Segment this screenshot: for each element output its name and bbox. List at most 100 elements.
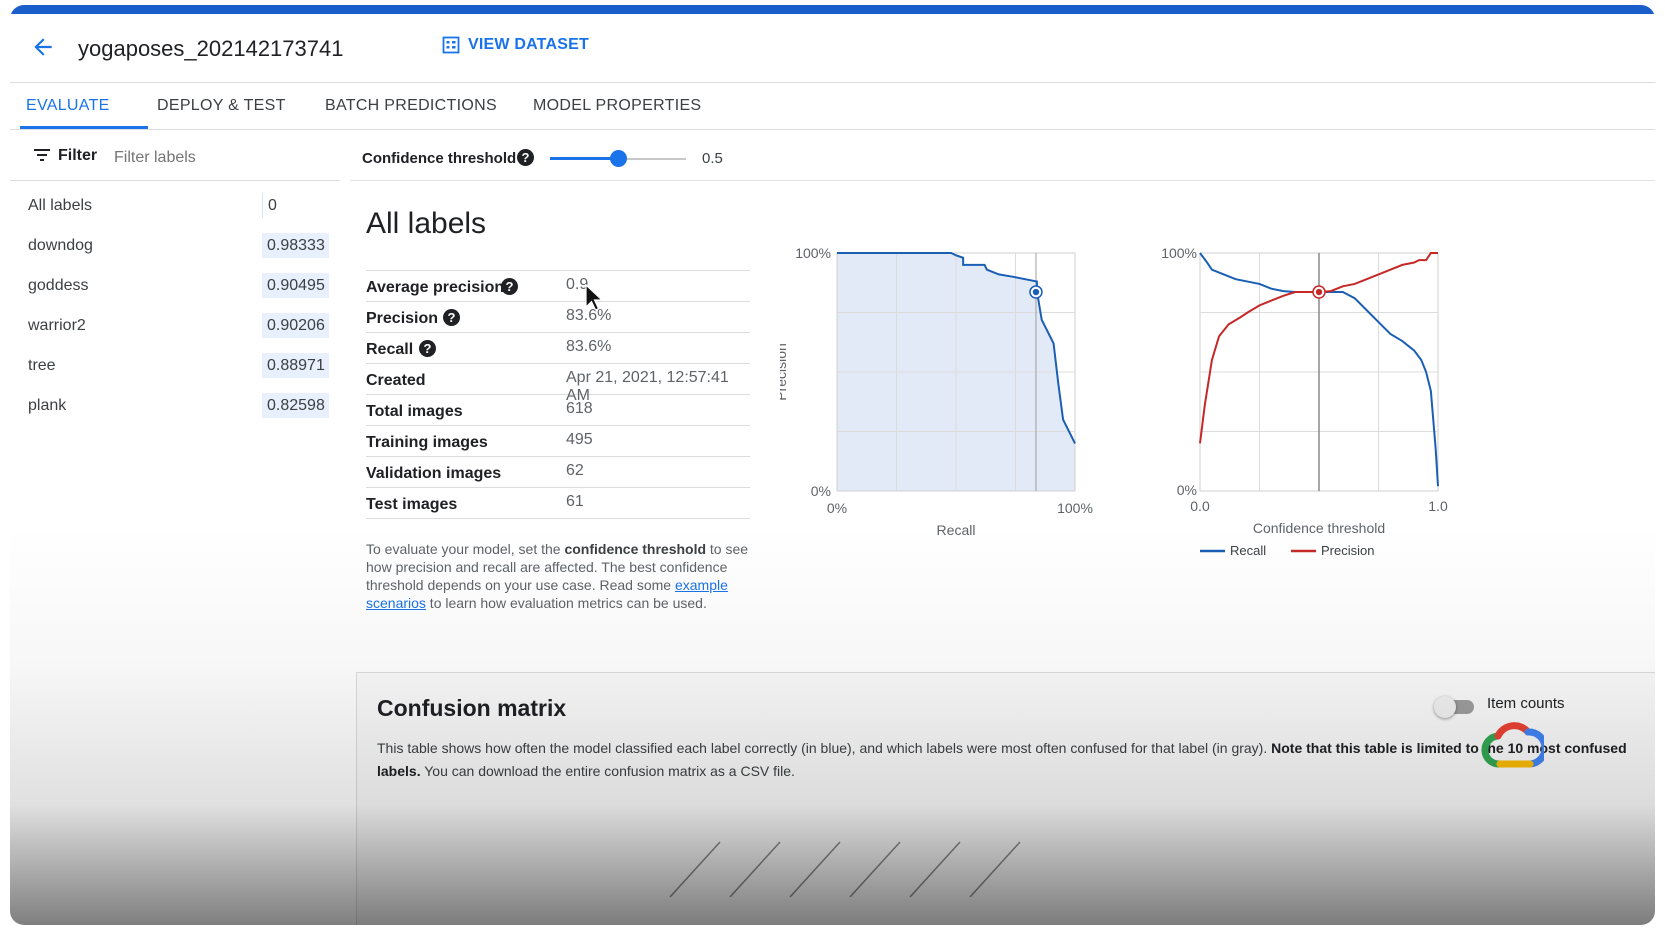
help-icon[interactable]: ? [501,278,518,295]
metric-value: 62 [566,462,584,479]
evaluation-description: To evaluate your model, set the confiden… [366,540,751,612]
label-item-plank[interactable]: plank 0.82598 [10,385,340,425]
tab-model-properties[interactable]: MODEL PROPERTIES [533,97,702,114]
item-counts-label: Item counts [1487,695,1565,712]
metric-value: 0.9 [566,276,589,293]
x-tick-label: 1.0 [1428,498,1448,514]
label-score: 0.82598 [262,393,329,418]
arrow-back-icon[interactable] [30,34,56,60]
metric-value: 61 [566,493,584,510]
description-text: You can download the entire confusion ma… [420,763,795,779]
metric-row: Average precision ? 0.9 [366,271,750,302]
metric-name: Validation images [366,465,502,482]
tab-bar: EVALUATE DEPLOY & TEST BATCH PREDICTIONS… [10,83,1655,130]
matrix-header-lines [669,841,1021,897]
metric-row: Recall ? 83.6% [366,333,750,364]
label-score: 0.90206 [262,313,329,338]
x-axis-label: Confidence threshold [1253,520,1385,536]
threshold-marker-dot [1032,288,1040,296]
table-grid-icon [442,36,460,54]
threshold-slider-thumb[interactable] [610,150,627,167]
label-name: warrior2 [28,317,86,334]
label-item-warrior2[interactable]: warrior2 0.90206 [10,305,340,345]
mouse-pointer-icon [585,283,604,311]
description-text: to learn how evaluation metrics can be u… [425,595,707,611]
x-tick-label: 100% [1057,500,1093,516]
recall-line [1199,252,1439,487]
label-name: plank [28,397,67,414]
page-header: yogaposes_202142173741 VIEW DATASET [10,14,1655,83]
precision-recall-chart: 100% 0%0% 100% Recall Precision [780,245,1093,538]
metric-name: Training images [366,434,488,451]
threshold-value: 0.5 [702,150,723,167]
label-item-tree[interactable]: tree 0.88971 [10,345,340,385]
pr-curve [837,252,1076,444]
threshold-marker-dot [1315,288,1323,296]
metric-name: Recall [366,341,414,358]
metric-row: Validation images 62 [366,457,750,488]
filter-label: Filter [58,147,98,164]
model-title: yogaposes_202142173741 [78,36,344,61]
label-item-all[interactable]: All labels 0 [10,185,340,225]
metric-name: Total images [366,403,463,420]
threshold-slider-fill [550,157,618,160]
label-list: All labels 0 downdog 0.98333 goddess 0.9… [10,185,340,425]
help-icon[interactable]: ? [419,340,436,357]
label-score: 0 [262,193,281,218]
metric-name: Test images [366,496,458,513]
label-score: 0.88971 [262,353,329,378]
item-counts-toggle[interactable] [1434,695,1478,718]
label-name: All labels [28,197,93,214]
label-item-goddess[interactable]: goddess 0.90495 [10,265,340,305]
description-text: To evaluate your model, set the [366,541,565,557]
metric-value: 83.6% [566,307,612,324]
confidence-threshold-label: Confidence threshold [362,150,517,167]
tab-batch-predictions[interactable]: BATCH PREDICTIONS [325,97,497,114]
confusion-matrix-description: This table shows how often the model cla… [377,737,1652,783]
metrics-table: Average precision ? 0.9 Precision ? 83.6… [366,270,750,519]
label-name: goddess [28,277,89,294]
legend-label-recall: Recall [1230,543,1266,558]
metric-row: Training images 495 [366,426,750,457]
description-text: This table shows how often the model cla… [377,740,1272,756]
metric-value: Apr 21, 2021, 12:57:41 AM [566,369,729,404]
metric-row: Created Apr 21, 2021, 12:57:41 AM [366,364,750,404]
description-bold: confidence threshold [564,541,707,557]
tab-evaluate[interactable]: EVALUATE [26,97,110,114]
metric-row: Test images 61 [366,488,750,519]
google-cloud-logo [1481,722,1544,768]
label-name: tree [28,357,56,374]
x-axis-label: Recall [937,522,976,538]
active-tab-indicator [20,126,148,129]
y-tick-label: 100% [1161,245,1197,261]
label-score: 0.90495 [262,273,329,298]
metric-row: Precision ? 83.6% [366,302,750,333]
filter-labels-input[interactable] [112,144,326,172]
metric-value: 618 [566,400,593,417]
app-window: yogaposes_202142173741 VIEW DATASET EVAL… [10,5,1655,925]
label-name: downdog [28,237,93,254]
section-heading: All labels [366,207,487,240]
tab-deploy-test[interactable]: DEPLOY & TEST [157,97,286,114]
metric-value: 495 [566,431,593,448]
help-icon[interactable]: ? [443,309,460,326]
y-tick-label: 0% [811,483,831,499]
view-dataset-label: VIEW DATASET [468,36,589,53]
metric-row: Total images 618 [366,395,750,426]
y-tick-label: 100% [795,245,831,261]
top-accent-bar [10,5,1655,14]
confusion-matrix-title: Confusion matrix [377,695,567,721]
precision-recall-threshold-chart: 100% 0%0.0 1.0 Confidence threshold Recall Pr… [1161,245,1448,558]
y-axis-label: Precision [780,343,789,401]
help-icon[interactable]: ? [517,149,534,166]
view-dataset-button[interactable]: VIEW DATASET [442,36,589,54]
filter-list-icon[interactable] [34,148,50,162]
metric-name: Average precision [366,279,505,296]
toggle-thumb [1434,696,1456,718]
filter-bar: Filter [10,130,340,181]
y-tick-label: 0% [1177,482,1197,498]
label-item-downdog[interactable]: downdog 0.98333 [10,225,340,265]
x-tick-label: 0% [827,500,847,516]
legend-label-precision: Precision [1321,543,1374,558]
metric-value: 83.6% [566,338,612,355]
